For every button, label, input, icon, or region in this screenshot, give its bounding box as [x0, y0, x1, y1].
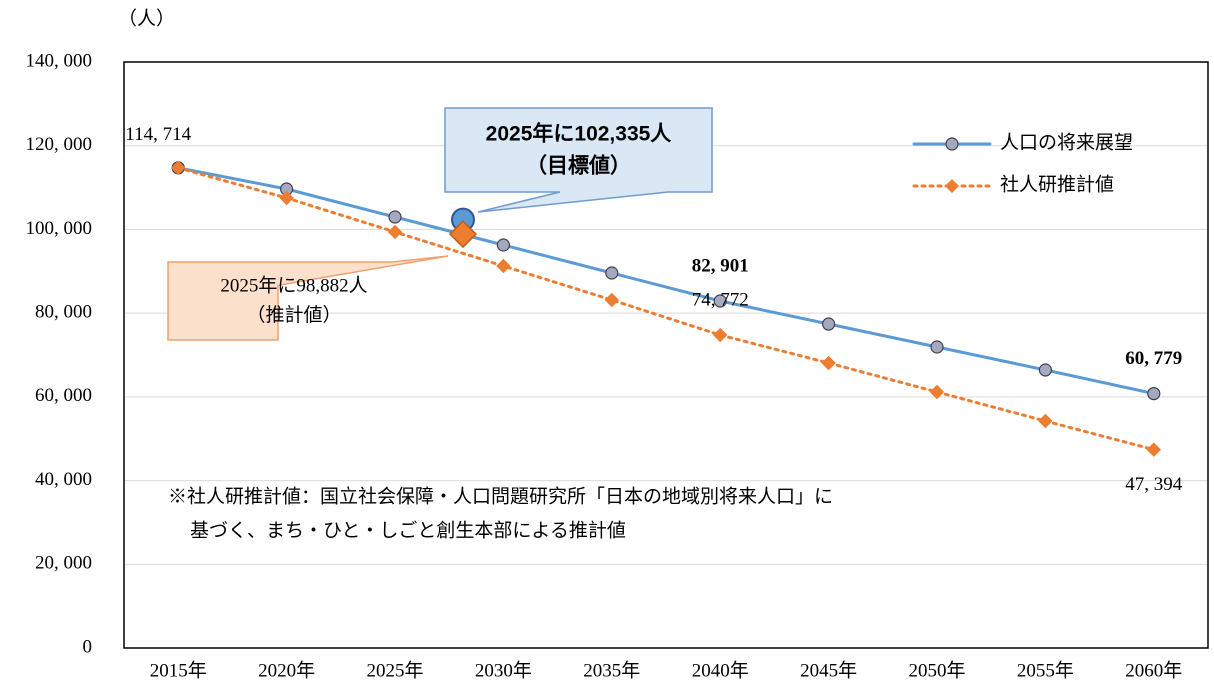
marker	[604, 292, 619, 308]
marker	[1038, 413, 1053, 429]
series-line	[176, 166, 1156, 396]
marker	[713, 327, 728, 343]
marker	[496, 238, 510, 252]
x-tick-label: 2045年	[800, 659, 857, 681]
marker	[930, 340, 944, 354]
y-unit: （人）	[118, 7, 175, 29]
x-tick-label: 2060年	[1125, 659, 1182, 681]
marker	[279, 190, 294, 206]
marker	[387, 224, 403, 240]
callout-text: （目標値）	[526, 153, 631, 177]
y-tick-label: 60, 000	[35, 385, 92, 406]
x-tick-label: 2055年	[1017, 659, 1074, 681]
plot-border	[123, 61, 1209, 649]
data-label: 82, 901	[692, 255, 749, 276]
marker	[1038, 363, 1053, 377]
y-tick-label: 20, 000	[35, 553, 92, 574]
x-tick-label: 2035年	[583, 659, 640, 681]
legend-marker	[945, 137, 959, 151]
y-tick-label: 0	[83, 636, 93, 657]
x-tick-label: 2025年	[366, 659, 423, 681]
legend-marker	[945, 179, 959, 193]
series-line	[176, 166, 1156, 452]
y-tick-label: 40, 000	[35, 469, 92, 490]
marker	[929, 384, 945, 400]
marker	[388, 210, 402, 224]
x-tick-label: 2050年	[908, 659, 965, 681]
y-tick-label: 140, 000	[26, 50, 93, 71]
data-label: 74, 772	[692, 289, 749, 310]
marker	[1147, 386, 1161, 401]
callout-text: 2025年に98,882人	[220, 274, 367, 296]
data-label: 114, 714	[125, 124, 191, 145]
x-tick-label: 2030年	[475, 659, 532, 681]
x-tick-label: 2020年	[258, 659, 315, 681]
marker	[496, 258, 511, 274]
legend-label: 人口の将来展望	[1000, 131, 1133, 153]
x-tick-label: 2015年	[150, 659, 207, 681]
x-tick-label: 2040年	[692, 659, 749, 681]
data-label: 47, 394	[1125, 474, 1183, 495]
note: ※社人研推計値：国立社会保障・人口問題研究所「日本の地域別将来人口」に	[168, 485, 833, 507]
callout-box	[444, 107, 713, 213]
y-tick-label: 100, 000	[26, 218, 93, 239]
note: 基づく、まち・ひと・しごと創生本部による推計値	[190, 519, 626, 541]
y-tick-label: 120, 000	[26, 134, 93, 155]
legend-label: 社人研推計値	[1000, 173, 1114, 195]
marker	[605, 266, 619, 280]
callout-text: 2025年に102,335人	[486, 121, 672, 145]
marker	[821, 355, 836, 371]
data-label: 60, 779	[1125, 348, 1182, 369]
marker	[713, 294, 727, 308]
highlight-marker	[448, 220, 478, 249]
marker	[171, 160, 186, 176]
marker	[1146, 442, 1161, 457]
callout-text: （推計値）	[246, 304, 341, 326]
marker	[821, 317, 836, 331]
callout-box	[167, 255, 449, 341]
y-tick-label: 80, 000	[35, 302, 92, 323]
